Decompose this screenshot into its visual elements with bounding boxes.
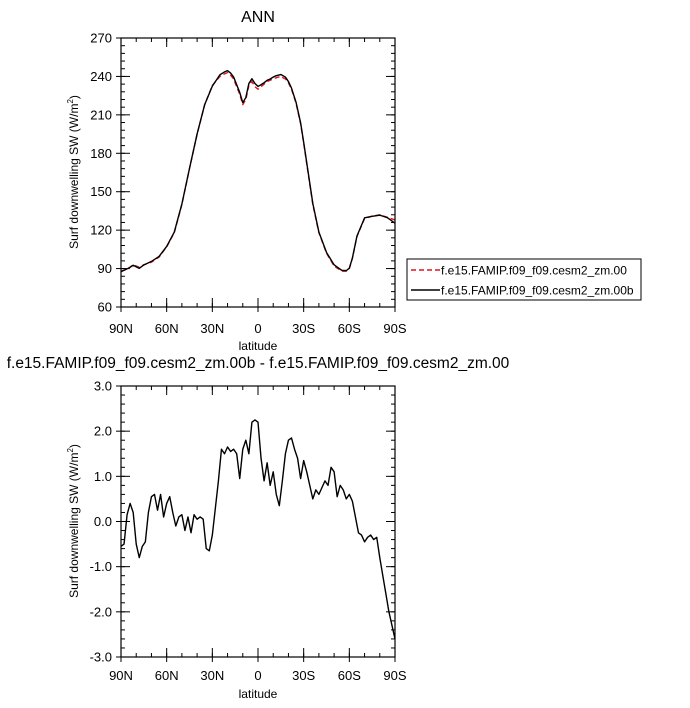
x-tick-label: 60N — [155, 668, 179, 683]
legend-label-1: f.e15.FAMIP.f09_f09.cesm2_zm.00 — [441, 264, 627, 278]
x-tick-label: 30S — [292, 668, 315, 683]
y-axis-label-end: ) — [67, 444, 81, 448]
chart-panel-2: f.e15.FAMIP.f09_f09.cesm2_zm.00b - f.e15… — [7, 355, 510, 701]
series-line-1 — [121, 71, 395, 272]
x-tick-label: 30S — [292, 321, 315, 336]
series-line-1 — [121, 419, 395, 640]
x-axis-label: latitude — [239, 339, 278, 353]
x-tick-label: 90S — [383, 321, 406, 336]
chart-title: ANN — [241, 9, 275, 26]
x-tick-label: 30N — [200, 321, 224, 336]
x-tick-label: 0 — [254, 321, 261, 336]
x-tick-label: 60S — [338, 321, 361, 336]
legend-label-2: f.e15.FAMIP.f09_f09.cesm2_zm.00b — [441, 284, 634, 298]
x-tick-label: 90N — [109, 321, 133, 336]
plot-frame — [120, 385, 396, 658]
x-tick-label: 90N — [109, 668, 133, 683]
y-tick-label: 180 — [90, 146, 112, 161]
y-tick-label: 2.0 — [94, 424, 112, 439]
x-tick-label: 90S — [383, 668, 406, 683]
y-tick-label: 90 — [98, 261, 112, 276]
y-axis-label: Surf downwelling SW (W/m2) — [66, 95, 81, 249]
legend: f.e15.FAMIP.f09_f09.cesm2_zm.00 f.e15.FAM… — [406, 258, 642, 301]
y-axis-label-sup: 2 — [66, 99, 75, 104]
y-tick-label: 150 — [90, 184, 112, 199]
y-axis-label: Surf downwelling SW (W/m2) — [66, 444, 81, 598]
chart-panel-1: ANN 90N 60N 30N 0 30S 60S 90S 60 90 120 150 180 210 24… — [66, 9, 642, 353]
legend-box — [406, 258, 642, 301]
y-tick-label: 270 — [90, 31, 112, 46]
y-tick-label: 210 — [90, 107, 112, 122]
y-tick-label: 1.0 — [94, 469, 112, 484]
x-tick-label: 60N — [155, 321, 179, 336]
chart-title: f.e15.FAMIP.f09_f09.cesm2_zm.00b - f.e15… — [7, 355, 510, 372]
y-tick-label: -3.0 — [90, 650, 112, 665]
y-tick-label: 3.0 — [94, 379, 112, 394]
y-tick-label: 0.0 — [94, 514, 112, 529]
x-tick-label: 0 — [254, 668, 261, 683]
y-tick-label: -1.0 — [90, 559, 112, 574]
y-tick-label: 240 — [90, 69, 112, 84]
x-axis-label: latitude — [239, 687, 278, 701]
y-tick-label: -2.0 — [90, 604, 112, 619]
x-tick-label: 60S — [338, 668, 361, 683]
y-axis-label-main: Surf downwelling SW (W/m — [67, 453, 81, 598]
y-axis-label-main: Surf downwelling SW (W/m — [67, 104, 81, 249]
plot-frame — [120, 37, 396, 308]
y-axis-label-sup: 2 — [66, 448, 75, 453]
x-tick-label: 30N — [200, 668, 224, 683]
y-tick-label: 60 — [98, 300, 112, 315]
series-line-2 — [121, 69, 395, 273]
y-axis-label-end: ) — [67, 95, 81, 99]
y-tick-label: 120 — [90, 223, 112, 238]
